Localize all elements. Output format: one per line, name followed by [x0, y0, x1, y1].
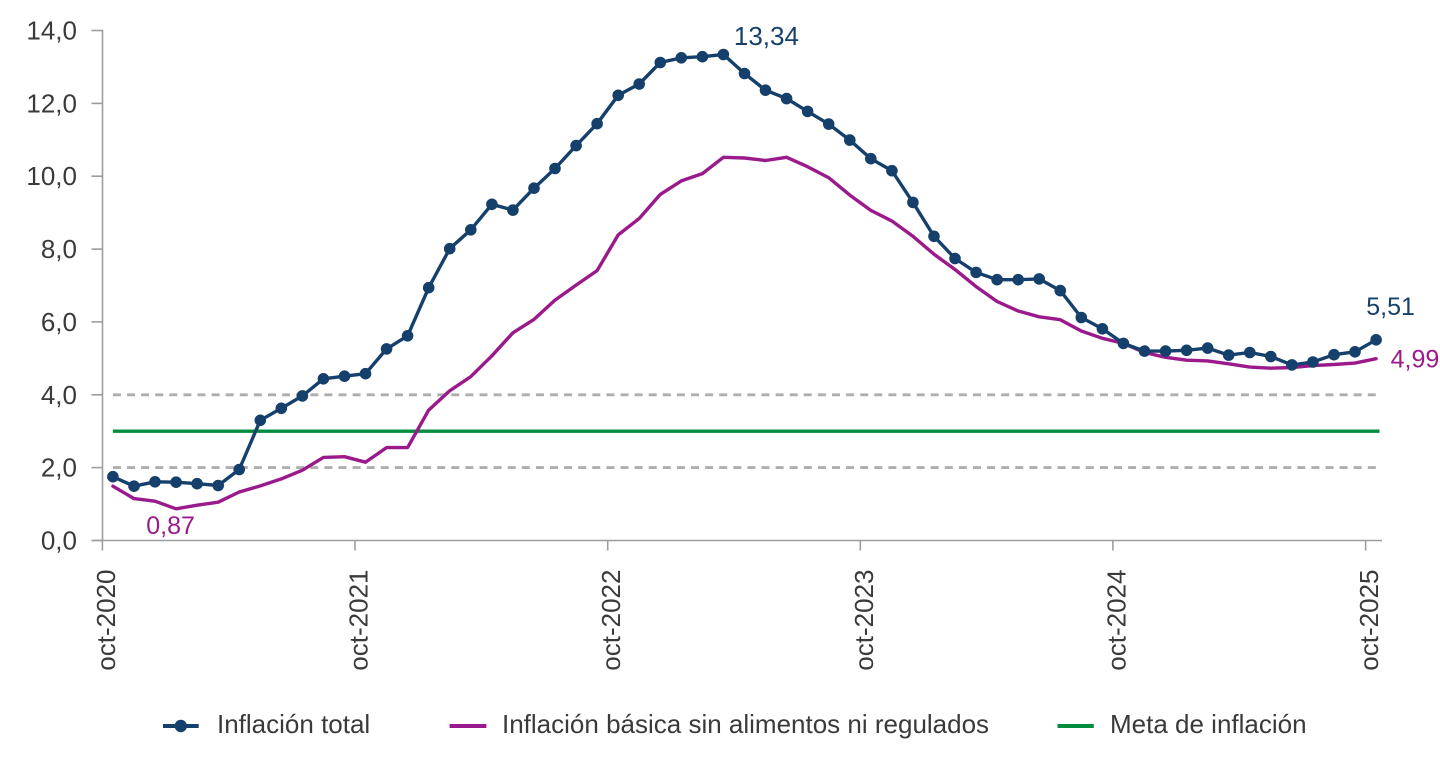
svg-text:4,0: 4,0	[41, 380, 77, 410]
svg-text:oct-2025: oct-2025	[1354, 570, 1384, 671]
svg-text:oct-2021: oct-2021	[344, 570, 374, 671]
svg-text:oct-2024: oct-2024	[1101, 570, 1131, 671]
svg-text:8,0: 8,0	[41, 234, 77, 264]
svg-text:14,0: 14,0	[26, 16, 77, 46]
svg-text:oct-2022: oct-2022	[596, 570, 626, 671]
svg-text:Inflación total: Inflación total	[217, 709, 370, 739]
svg-text:10,0: 10,0	[26, 161, 77, 191]
svg-text:4,99: 4,99	[1391, 346, 1440, 374]
svg-text:12,0: 12,0	[26, 88, 77, 118]
svg-text:Meta de inflación: Meta de inflación	[1110, 709, 1307, 739]
svg-text:5,51: 5,51	[1366, 293, 1415, 321]
svg-text:oct-2023: oct-2023	[849, 570, 879, 671]
svg-text:oct-2020: oct-2020	[91, 570, 121, 671]
svg-text:2,0: 2,0	[41, 453, 77, 483]
svg-text:6,0: 6,0	[41, 307, 77, 337]
svg-text:13,34: 13,34	[734, 21, 799, 51]
svg-text:0,87: 0,87	[146, 512, 195, 540]
svg-text:0,0: 0,0	[41, 526, 77, 556]
svg-text:Inflación básica sin alimentos: Inflación básica sin alimentos ni regula…	[502, 709, 989, 739]
